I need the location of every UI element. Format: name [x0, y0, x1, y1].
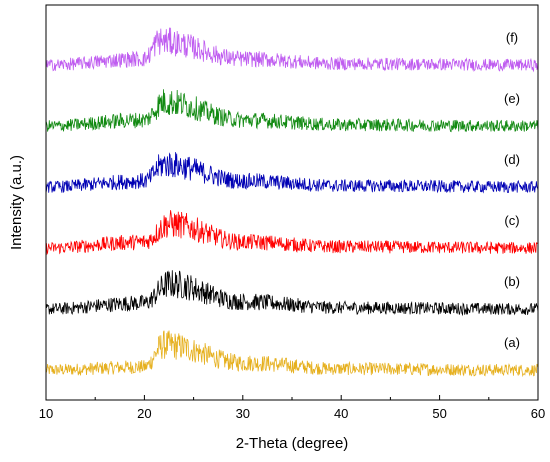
series-label-a: (a) [504, 335, 520, 350]
series-label-e: (e) [504, 91, 520, 106]
series-trace-a [45, 330, 539, 378]
series-trace-c [45, 210, 539, 256]
series-label-b: (b) [504, 274, 520, 289]
series-trace-e [45, 89, 539, 133]
x-axis-title: 2-Theta (degree) [236, 435, 349, 452]
series-label-d: (d) [504, 152, 520, 167]
label-layer: (a) (b) (c) (d) (e) (f) [504, 30, 520, 350]
series-label-c: (c) [504, 213, 519, 228]
tick-layer: 10 20 30 40 50 60 [39, 395, 545, 421]
x-tick-label-20: 20 [137, 406, 151, 421]
series-label-f: (f) [506, 30, 518, 45]
x-tick-label-50: 50 [432, 406, 446, 421]
series-trace-f [45, 27, 539, 73]
x-tick-label-10: 10 [39, 406, 53, 421]
x-tick-label-40: 40 [334, 406, 348, 421]
y-axis-title: Intensity (a.u.) [8, 155, 25, 250]
series-trace-d [45, 152, 539, 194]
series-trace-b [45, 270, 539, 317]
series-layer [45, 27, 539, 378]
x-tick-label-60: 60 [531, 406, 545, 421]
x-tick-label-30: 30 [236, 406, 250, 421]
